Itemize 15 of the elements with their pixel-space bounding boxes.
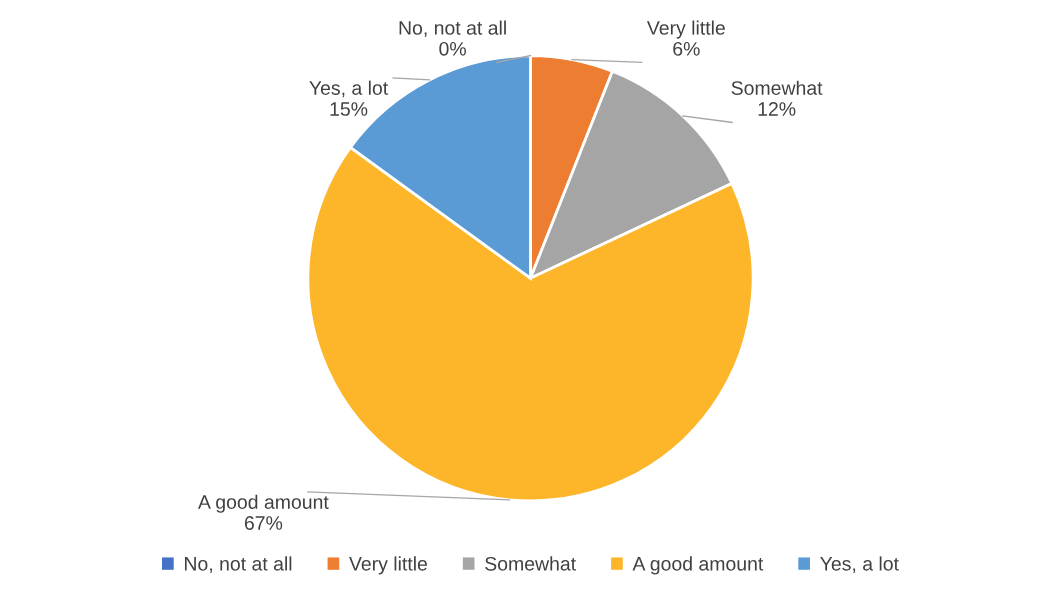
slice-label: Yes, a lot bbox=[309, 80, 389, 98]
text: 0% bbox=[439, 41, 466, 56]
legend-label: Very little bbox=[349, 556, 427, 575]
legend-label: Yes, a lot bbox=[820, 556, 899, 573]
slice-label: A good amount bbox=[198, 494, 329, 513]
data-label: 67% bbox=[244, 516, 283, 530]
data-label: 15% bbox=[330, 102, 368, 116]
data-label: 12% bbox=[758, 102, 796, 116]
legend-label: A good amount bbox=[632, 556, 764, 575]
slice-label: Very little bbox=[646, 20, 725, 39]
slice-label: Somewhat bbox=[731, 80, 823, 95]
data-label: 6% bbox=[673, 41, 700, 56]
category-label: No, not at all bbox=[399, 20, 506, 38]
legend-label: No, not at all bbox=[185, 556, 292, 573]
legend-label: Somewhat bbox=[485, 556, 576, 571]
